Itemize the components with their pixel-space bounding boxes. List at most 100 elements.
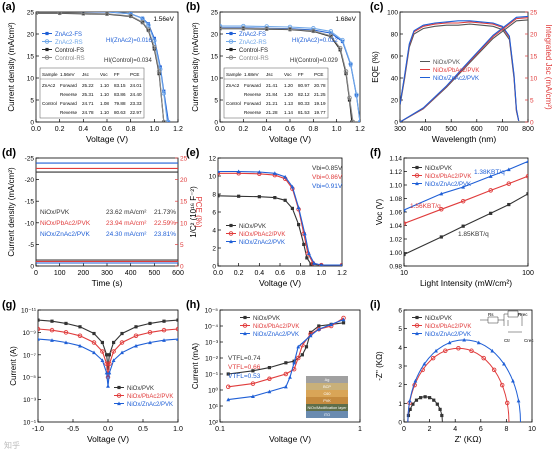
y-tick-label: 10⁻¹ bbox=[23, 420, 37, 427]
plot-frame bbox=[399, 11, 529, 123]
vtfl-annotation: VTFL=0.53 bbox=[228, 373, 261, 380]
data-point bbox=[525, 173, 528, 179]
legend-entry: NiOx/ZnAc2/PVK bbox=[127, 402, 173, 408]
legend-entry: NiOx/PbAc2/PVK bbox=[40, 220, 91, 227]
data-point bbox=[257, 195, 261, 199]
data-point bbox=[350, 120, 354, 122]
x-tick-label: 10 bbox=[528, 426, 536, 433]
table-header-cell: Sample bbox=[42, 72, 58, 77]
data-point bbox=[462, 337, 467, 342]
table-cell: 1.08 bbox=[100, 101, 109, 106]
data-point bbox=[92, 350, 96, 355]
data-point bbox=[58, 12, 62, 15]
panel-d: (d)0 100 200 300 400 500 6000-5-10-15-20-25051… bbox=[2, 147, 203, 288]
bandgap-label: 1.56eV bbox=[153, 16, 174, 23]
data-layer bbox=[36, 12, 171, 122]
y-tick-label: 25 bbox=[27, 10, 35, 17]
data-point bbox=[526, 192, 528, 196]
device-layer bbox=[306, 411, 348, 418]
data-point bbox=[161, 91, 167, 96]
x-tick-label: 0.0 bbox=[31, 126, 41, 133]
x-tick-label: 300 bbox=[394, 126, 406, 133]
data-point bbox=[38, 337, 40, 341]
legend-entry: ZnAc2-RS bbox=[239, 40, 267, 46]
device-layer bbox=[306, 404, 348, 411]
table-header-cell: 1.56eV bbox=[60, 72, 75, 77]
plot-frame bbox=[219, 309, 361, 423]
data-point bbox=[434, 348, 438, 353]
data-point bbox=[38, 318, 40, 322]
data-point bbox=[241, 26, 246, 31]
legend-entry: NiOx/PVK bbox=[253, 316, 280, 322]
x-tick-label: 1.0 bbox=[316, 270, 326, 277]
data-point bbox=[461, 224, 465, 228]
x-tick-label: 0.2 bbox=[234, 270, 244, 277]
data-point bbox=[105, 353, 109, 357]
x-tick-label: 1 bbox=[358, 426, 362, 433]
data-point bbox=[148, 340, 152, 345]
x-tick-label: 0.4 bbox=[254, 270, 264, 277]
data-point bbox=[295, 355, 301, 361]
x-axis-label: Wavelength (nm) bbox=[432, 134, 497, 144]
table-cell: ZnAc2 bbox=[226, 83, 240, 88]
x-tick-label: 200 bbox=[77, 270, 89, 277]
data-point bbox=[104, 12, 110, 17]
data-point bbox=[302, 242, 306, 246]
x-tick-label: 100 bbox=[522, 270, 534, 277]
legend-entry: NiOx/ZnAc2/PVK bbox=[425, 182, 471, 188]
y2-tick-label: 20 bbox=[530, 32, 538, 39]
y-tick-label: 10⁻³ bbox=[205, 340, 219, 347]
x-tick-label: 1.0 bbox=[149, 126, 159, 133]
device-layer-label: Ag bbox=[325, 378, 330, 382]
legend-entry: NiOx/PbAc2/PVK bbox=[425, 174, 471, 180]
y-tick-label: 1.06 bbox=[389, 210, 402, 217]
data-point bbox=[57, 12, 62, 16]
data-point bbox=[112, 340, 116, 345]
data-point bbox=[307, 251, 311, 255]
legend-entry: NiOx/PVK bbox=[239, 224, 266, 230]
data-point bbox=[311, 28, 316, 34]
panel-h: (h) 0.1 1 10² 10¹ 10⁰ 10⁻¹ 10⁻² 10⁻³ 10⁻⁴ 10⁻⁵ Volt… bbox=[186, 299, 362, 444]
data-point bbox=[162, 319, 166, 323]
x-tick-label: 1.2 bbox=[173, 126, 183, 133]
data-point bbox=[423, 395, 427, 399]
x-tick-label: 0.8 bbox=[308, 126, 318, 133]
panel-g: (g) -1.0 -0.5 0.0 0.5 1.0 10⁻¹ 10⁻³ 10⁻⁵ 10⁻⁷ 10⁻⁹… bbox=[2, 299, 183, 444]
y-tick-label: 60 bbox=[391, 54, 399, 61]
y2-tick-label: 20 bbox=[180, 177, 188, 184]
y2-tick-label: 25 bbox=[530, 10, 538, 17]
data-point bbox=[439, 235, 443, 239]
legend-marker bbox=[45, 47, 49, 52]
legend-entry: NiOx/PbAc2/PVK bbox=[239, 232, 285, 238]
y-tick-label: 20 bbox=[391, 98, 399, 105]
data-point bbox=[156, 69, 162, 74]
legend-marker bbox=[415, 181, 419, 186]
vtfl-annotation: VTFL=0.74 bbox=[228, 355, 261, 362]
data-point bbox=[81, 12, 86, 16]
table-header-cell: Jsc bbox=[266, 72, 274, 77]
y-axis-label: EQE (%) bbox=[371, 51, 380, 83]
data-point bbox=[348, 61, 353, 67]
data-point bbox=[100, 340, 104, 345]
data-point bbox=[300, 353, 304, 357]
x-tick-label: 600 bbox=[471, 126, 483, 133]
legend-entry: NiOx/ZnAc2/PVK bbox=[40, 231, 91, 238]
data-point bbox=[250, 381, 256, 386]
x-tick-label: 0.4 bbox=[262, 126, 272, 133]
data-point bbox=[341, 321, 346, 325]
data-point bbox=[340, 263, 342, 266]
y-tick-label: 10⁻⁵ bbox=[205, 308, 219, 315]
series-znac2-rs bbox=[220, 25, 360, 122]
data-point bbox=[316, 327, 321, 331]
y-tick-label: 10⁻⁹ bbox=[23, 330, 37, 337]
data-point bbox=[357, 119, 360, 122]
x-tick-label: 1.0 bbox=[173, 426, 183, 433]
data-point bbox=[343, 69, 349, 74]
y-tick-label: 1.08 bbox=[389, 196, 402, 203]
data-layer bbox=[36, 162, 178, 264]
legend-entry: NiOx/PVK bbox=[433, 60, 460, 66]
x-tick-label: 600 bbox=[172, 270, 184, 277]
x-tick-label: 1.2 bbox=[337, 270, 347, 277]
y2-tick-label: 5 bbox=[530, 98, 534, 105]
y2-tick-label: 5 bbox=[180, 242, 184, 249]
